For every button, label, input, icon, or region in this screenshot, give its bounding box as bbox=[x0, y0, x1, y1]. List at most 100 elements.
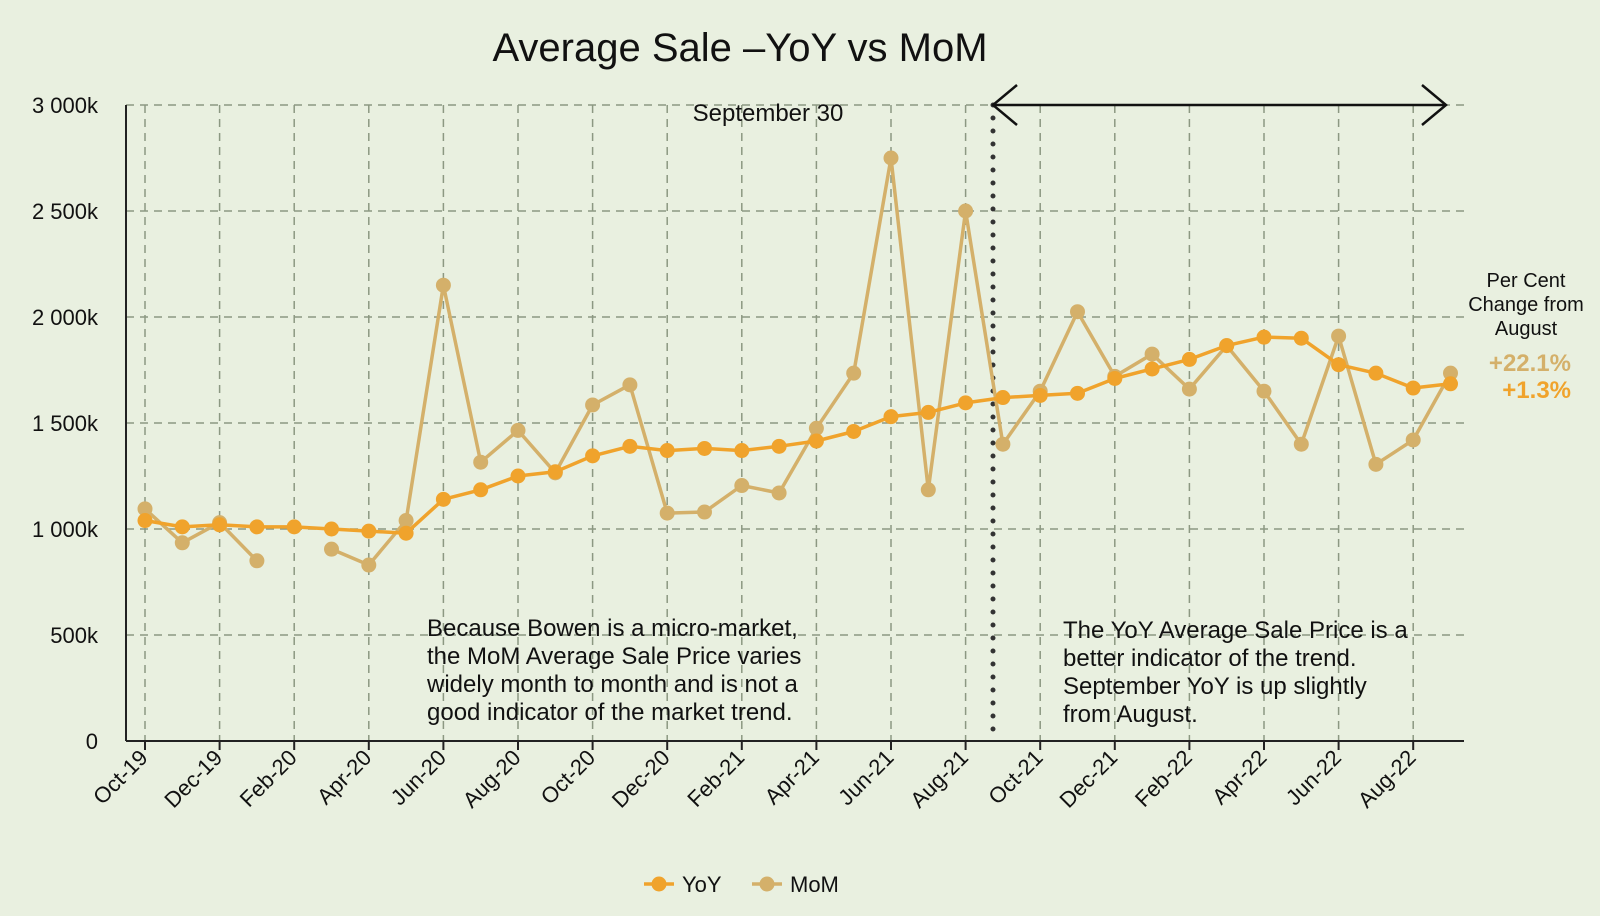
yoy-point bbox=[1443, 376, 1458, 392]
side-title-line: August bbox=[1495, 318, 1558, 340]
legend-label: MoM bbox=[790, 872, 839, 897]
x-tick-label: Dec-19 bbox=[159, 745, 227, 813]
yoy-point bbox=[510, 468, 526, 484]
mom-point bbox=[958, 203, 974, 219]
yoy-point bbox=[808, 433, 824, 449]
yoy-point bbox=[920, 404, 936, 420]
left-note-line: the MoM Average Sale Price varies bbox=[427, 643, 801, 670]
right-note-line: The YoY Average Sale Price is a bbox=[1063, 617, 1408, 644]
x-tick-label: Jun-20 bbox=[386, 745, 451, 810]
right-note-line: September YoY is up slightly bbox=[1063, 673, 1367, 700]
legend-item-mom: MoM bbox=[752, 872, 839, 897]
y-tick-label: 3 000k bbox=[32, 93, 99, 118]
mom-point bbox=[697, 504, 712, 520]
x-tick-label: Oct-19 bbox=[88, 745, 152, 809]
mom-point bbox=[734, 478, 750, 494]
marker-label: September 30 bbox=[693, 100, 844, 127]
mom-point bbox=[883, 150, 899, 166]
mom-point bbox=[771, 485, 787, 501]
mom-point bbox=[1144, 346, 1160, 362]
mom-point bbox=[995, 436, 1011, 452]
x-tick-label: Apr-21 bbox=[760, 745, 824, 809]
side-title-line: Per Cent bbox=[1487, 270, 1566, 292]
x-tick-label: Jun-22 bbox=[1281, 745, 1346, 810]
yoy-point bbox=[137, 513, 153, 529]
y-tick-label: 0 bbox=[86, 729, 98, 754]
yoy-point bbox=[883, 409, 899, 425]
yoy-point bbox=[1032, 387, 1048, 403]
x-tick-label: Oct-21 bbox=[983, 745, 1047, 809]
yoy-line bbox=[144, 335, 1451, 535]
mom-point bbox=[1256, 383, 1272, 399]
mom-point bbox=[659, 505, 675, 521]
september-marker: September 30 bbox=[693, 84, 1448, 744]
series-mom bbox=[137, 150, 1458, 573]
mom-point bbox=[324, 541, 339, 557]
yoy-point bbox=[398, 525, 414, 541]
mom-change-value: +22.1% bbox=[1489, 350, 1571, 377]
yoy-point bbox=[697, 440, 712, 456]
mom-point bbox=[1368, 456, 1384, 472]
legend-swatch-dot bbox=[651, 876, 667, 892]
mom-point bbox=[1443, 365, 1458, 381]
x-tick-label: Dec-21 bbox=[1055, 745, 1123, 813]
yoy-point bbox=[1293, 330, 1309, 346]
yoy-point bbox=[1181, 351, 1197, 367]
yoy-point bbox=[547, 464, 563, 480]
yoy-point bbox=[174, 519, 190, 535]
x-tick-label: Aug-21 bbox=[905, 745, 973, 813]
mom-point bbox=[1070, 304, 1085, 320]
mom-line bbox=[143, 507, 259, 563]
left-note-line: good indicator of the market trend. bbox=[427, 699, 793, 726]
mom-point bbox=[473, 454, 489, 470]
yoy-point bbox=[846, 423, 862, 439]
left-note-line: Because Bowen is a micro-market, bbox=[427, 615, 798, 642]
yoy-point bbox=[1070, 385, 1085, 401]
mom-point bbox=[435, 277, 451, 293]
annotations: Because Bowen is a micro-market,the MoM … bbox=[426, 270, 1584, 728]
mom-point bbox=[1181, 381, 1197, 397]
yoy-point bbox=[1107, 370, 1123, 386]
grid bbox=[126, 104, 1464, 741]
x-tick-label: Apr-20 bbox=[312, 745, 376, 809]
legend: YoY MoM bbox=[644, 872, 839, 897]
mom-point bbox=[1331, 328, 1347, 344]
yoy-point bbox=[659, 443, 675, 459]
yoy-point bbox=[1256, 329, 1272, 345]
x-tick-label: Feb-22 bbox=[1130, 745, 1197, 812]
x-tick-label: Feb-21 bbox=[682, 745, 749, 812]
yoy-point bbox=[1144, 361, 1160, 377]
left-note-line: widely month to month and is not a bbox=[426, 671, 799, 698]
y-tick-label: 2 500k bbox=[32, 199, 99, 224]
yoy-change-value: +1.3% bbox=[1502, 377, 1571, 404]
mom-point bbox=[920, 482, 936, 498]
yoy-point bbox=[1331, 357, 1347, 373]
yoy-point bbox=[249, 519, 265, 535]
right-note-line: from August. bbox=[1063, 701, 1198, 728]
x-tick-label: Feb-20 bbox=[235, 745, 302, 812]
chart-title: Average Sale –YoY vs MoM bbox=[492, 26, 987, 70]
mom-point bbox=[808, 420, 824, 436]
yoy-point bbox=[1219, 338, 1235, 354]
side-title-line: Change from bbox=[1468, 294, 1584, 316]
yoy-point bbox=[1405, 380, 1421, 396]
mom-point bbox=[398, 513, 414, 529]
yoy-point bbox=[473, 482, 489, 498]
arrow-head-left bbox=[991, 84, 1018, 126]
mom-point bbox=[361, 557, 377, 573]
right-note-line: better indicator of the trend. bbox=[1063, 645, 1357, 672]
legend-label: YoY bbox=[682, 872, 722, 897]
yoy-point bbox=[435, 491, 451, 507]
mom-point bbox=[510, 422, 526, 438]
series-layer bbox=[137, 150, 1458, 573]
x-axis-ticks: Oct-19 Dec-19 Feb-20 Apr-20 Jun-20 Aug-20 Oct-… bbox=[88, 745, 1421, 813]
yoy-point bbox=[771, 438, 787, 454]
x-tick-label: Oct-20 bbox=[536, 745, 600, 809]
yoy-point bbox=[995, 390, 1011, 406]
x-tick-label: Dec-20 bbox=[607, 745, 675, 813]
x-tick-label: Apr-22 bbox=[1207, 745, 1271, 809]
arrow-head-right bbox=[1421, 84, 1448, 126]
yoy-point bbox=[324, 521, 339, 537]
mom-point bbox=[622, 377, 638, 393]
